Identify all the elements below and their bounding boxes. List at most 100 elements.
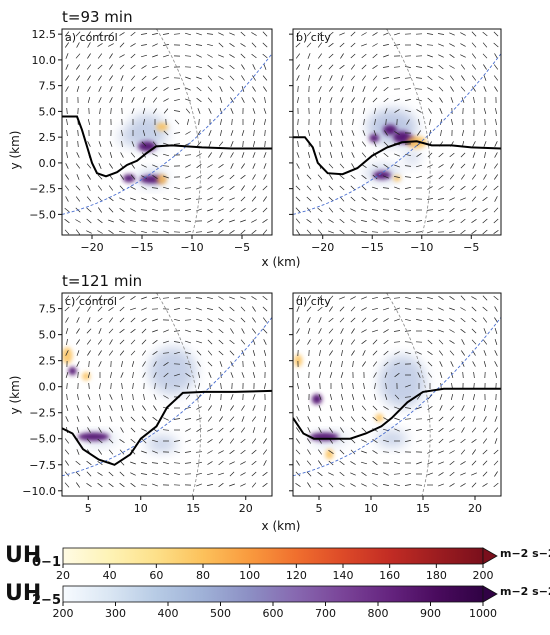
wind-vector — [142, 76, 146, 80]
wind-vector — [472, 450, 475, 455]
wind-vector — [418, 119, 419, 125]
wind-vector — [474, 372, 475, 378]
wind-vector — [351, 428, 355, 432]
wind-vector — [77, 361, 80, 366]
wind-vector — [265, 141, 266, 147]
wind-vector — [394, 33, 400, 35]
colorbar-unit: m−2 s−2 — [500, 585, 550, 598]
wind-vector — [88, 427, 91, 432]
wind-vector — [449, 66, 454, 69]
wind-vector — [472, 32, 476, 36]
wind-vector — [229, 33, 234, 35]
wind-vector — [230, 428, 234, 432]
wind-vector — [108, 44, 113, 47]
wind-vector — [451, 97, 453, 103]
panel-label: d) city — [296, 295, 331, 308]
wind-vector — [120, 318, 124, 322]
wind-vector — [329, 351, 332, 356]
wind-vector — [383, 33, 388, 35]
wind-vector — [319, 416, 321, 422]
wind-vector — [163, 418, 168, 421]
wind-vector — [483, 65, 486, 70]
wind-vector — [319, 86, 322, 91]
wind-vector — [405, 166, 411, 167]
wind-vector — [87, 472, 91, 476]
wind-vector — [362, 417, 366, 421]
wind-vector — [141, 221, 147, 222]
wind-vector — [461, 175, 464, 180]
wind-vector — [483, 219, 488, 223]
wind-vector — [449, 451, 454, 454]
wind-vector — [152, 319, 158, 321]
wind-vector — [297, 152, 299, 158]
wind-vector — [231, 108, 233, 114]
wind-vector — [307, 483, 310, 488]
wind-vector — [174, 319, 180, 320]
wind-vector — [230, 175, 234, 179]
wind-vector — [383, 308, 389, 310]
wind-vector — [198, 108, 200, 114]
wind-vector — [296, 186, 300, 190]
wind-vector — [66, 405, 68, 411]
wind-vector — [185, 429, 190, 432]
colorbar-extend-arrow — [483, 586, 497, 602]
wind-vector — [208, 153, 211, 158]
wind-vector — [130, 473, 135, 476]
wind-vector — [296, 219, 300, 224]
wind-vector — [252, 318, 255, 323]
wind-vector — [121, 361, 122, 367]
wind-vector — [88, 416, 91, 421]
wind-vector — [329, 87, 332, 92]
wind-vector — [494, 76, 498, 81]
wind-vector — [330, 405, 332, 411]
wind-vector — [298, 130, 299, 136]
wind-vector — [450, 340, 455, 343]
wind-vector — [219, 329, 224, 333]
wind-vector — [241, 164, 244, 169]
wind-vector — [483, 208, 488, 211]
wind-vector — [109, 329, 113, 333]
wind-vector — [462, 339, 465, 344]
wind-vector — [297, 163, 300, 168]
wind-vector — [427, 221, 433, 222]
wind-vector — [383, 406, 388, 409]
wind-vector — [351, 43, 355, 47]
wind-vector — [141, 198, 147, 200]
wind-vector — [120, 208, 125, 211]
wind-vector — [98, 76, 101, 81]
wind-vector — [230, 186, 235, 190]
wind-vector — [350, 220, 355, 223]
wind-vector — [450, 472, 455, 476]
wind-vector — [120, 296, 125, 299]
wind-vector — [209, 141, 211, 147]
wind-vector — [340, 472, 345, 476]
wind-vector — [429, 108, 432, 113]
wind-vector — [263, 296, 268, 300]
wind-vector — [405, 331, 411, 332]
wind-vector — [210, 383, 211, 389]
wind-vector — [405, 187, 411, 188]
wind-vector — [196, 77, 202, 79]
wind-vector — [119, 198, 124, 200]
wind-vector — [120, 43, 124, 47]
wind-vector — [495, 405, 496, 411]
wind-vector — [196, 341, 202, 343]
wind-vector — [483, 428, 487, 433]
wind-vector — [109, 428, 113, 433]
wind-vector — [341, 394, 342, 400]
wind-vector — [120, 340, 124, 344]
wind-vector — [308, 130, 309, 136]
wind-vector — [230, 87, 234, 92]
wind-vector — [471, 473, 477, 475]
wind-vector — [297, 394, 298, 400]
wind-vector — [240, 220, 246, 222]
wind-vector — [362, 186, 366, 190]
wind-vector — [132, 97, 135, 102]
wind-vector — [472, 340, 476, 344]
wind-vector — [152, 165, 157, 167]
wind-vector — [318, 208, 323, 212]
wind-vector — [185, 341, 191, 343]
wind-vector — [351, 76, 355, 81]
